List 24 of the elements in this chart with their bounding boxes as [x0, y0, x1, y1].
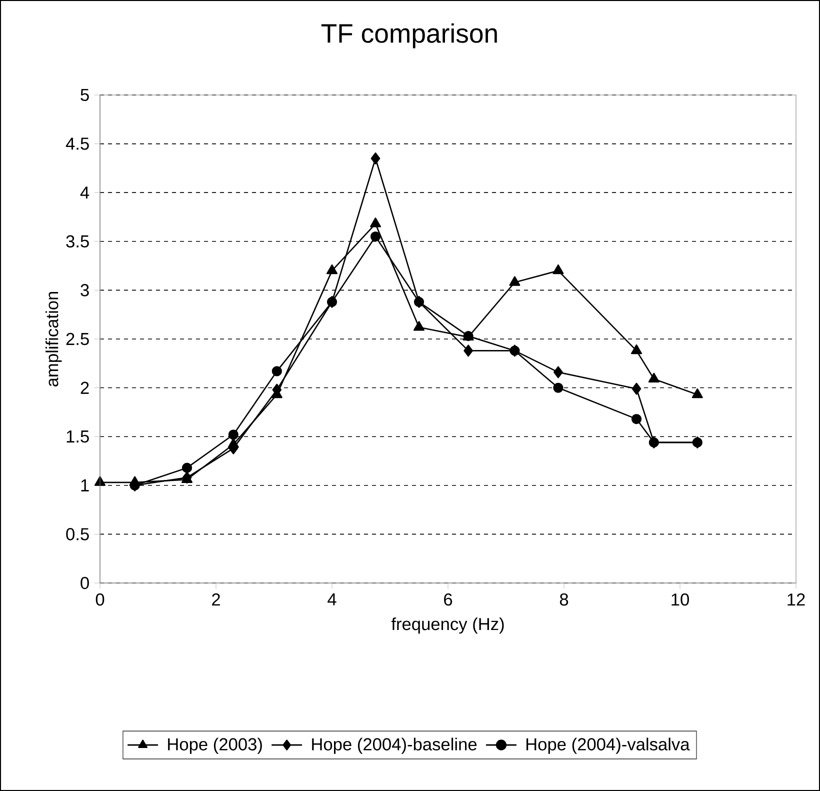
x-tick-label: 2 — [212, 593, 220, 606]
y-tick-label: 3 — [80, 284, 89, 296]
x-tick-label: 10 — [672, 593, 689, 606]
y-tick-label: 2 — [80, 382, 89, 394]
chart-title: TF comparison — [321, 23, 497, 48]
y-tick-label: 2.5 — [66, 332, 89, 346]
x-tick-label: 0 — [96, 593, 104, 606]
y-axis-title: amplification — [46, 292, 62, 386]
y-tick-label: 0 — [80, 576, 89, 590]
x-tick-label: 4 — [328, 593, 336, 606]
x-tick-label: 8 — [560, 593, 568, 606]
x-axis-title: frequency (Hz) — [391, 617, 504, 634]
y-tick-label: 0.5 — [66, 528, 89, 540]
y-tick-label: 4.5 — [66, 138, 89, 150]
y-tick-label: 5 — [80, 88, 89, 102]
y-tick-label: 1 — [81, 479, 89, 492]
legend-label: Hope (2004)-baseline — [312, 738, 477, 754]
legend-label: Hope (2003) — [168, 738, 262, 754]
y-tick-label: 4 — [80, 186, 90, 199]
y-tick-label: 1.5 — [66, 430, 89, 443]
y-tick-label: 3.5 — [66, 235, 89, 248]
legend-label: Hope (2004)-valsalva — [526, 738, 690, 754]
x-tick-label: 6 — [444, 593, 452, 606]
x-tick-label: 12 — [788, 593, 805, 606]
